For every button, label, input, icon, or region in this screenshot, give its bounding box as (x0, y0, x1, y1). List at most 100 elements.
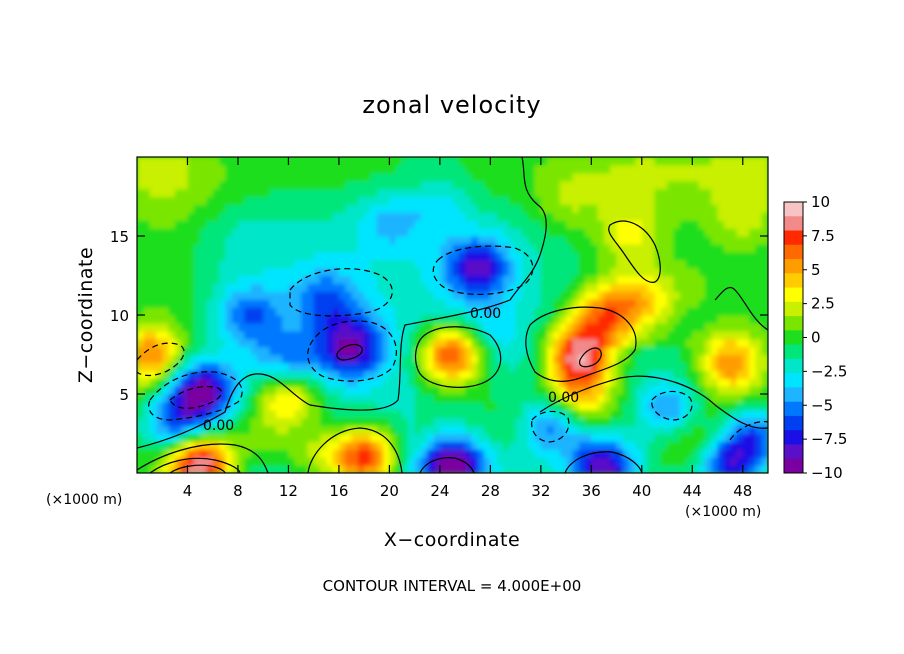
field-cell (313, 275, 321, 284)
field-cell (528, 157, 536, 166)
field-cell (263, 401, 271, 411)
x-tick-label: 44 (683, 482, 702, 500)
field-cell (250, 465, 258, 473)
field-cell (389, 417, 397, 427)
field-cell (679, 330, 687, 340)
field-cell (244, 330, 252, 340)
field-cell (376, 267, 384, 277)
field-cell (496, 236, 504, 245)
field-cell (193, 409, 201, 419)
field-cell (395, 267, 403, 277)
field-cell (698, 188, 706, 198)
field-cell (307, 425, 315, 435)
field-cell (654, 425, 662, 435)
field-cell (294, 291, 302, 300)
field-cell (723, 220, 731, 229)
field-cell (578, 188, 586, 198)
field-cell (692, 251, 700, 261)
field-cell (237, 315, 245, 324)
field-cell (414, 362, 422, 371)
field-cell (307, 212, 315, 221)
field-cell (219, 204, 226, 213)
field-cell (269, 338, 277, 348)
field-cell (256, 409, 264, 419)
field-cell (301, 291, 308, 300)
field-cell (477, 394, 485, 403)
field-cell (654, 457, 662, 466)
field-cell (244, 354, 252, 363)
field-cell (250, 267, 258, 277)
field-cell (168, 465, 176, 473)
field-cell (439, 362, 447, 371)
field-cell (622, 196, 630, 205)
colorbar-swatch (784, 273, 803, 289)
field-cell (155, 338, 163, 348)
field-cell (389, 362, 397, 371)
field-cell (717, 220, 725, 229)
field-cell (326, 236, 334, 245)
field-cell (370, 188, 378, 198)
field-cell (553, 465, 561, 473)
field-cell (692, 378, 700, 387)
field-cell (250, 204, 258, 213)
field-cell (383, 433, 390, 442)
field-cell (458, 196, 466, 205)
field-cell (572, 401, 580, 411)
field-cell (408, 322, 416, 332)
colorbar-tick-label: 10 (811, 193, 830, 211)
field-cell (250, 212, 258, 221)
field-cell (648, 362, 656, 371)
field-cell (237, 425, 245, 435)
field-cell (155, 449, 163, 458)
field-cell (553, 164, 561, 174)
field-cell (667, 291, 674, 300)
field-cell (711, 275, 719, 284)
field-cell (711, 354, 719, 363)
field-cell (420, 196, 428, 205)
field-cell (692, 401, 700, 411)
field-cell (162, 315, 170, 324)
field-cell (414, 180, 422, 190)
field-cell (660, 228, 668, 237)
field-cell (414, 354, 422, 363)
field-cell (490, 196, 498, 205)
field-cell (244, 275, 252, 284)
field-cell (427, 275, 435, 284)
field-cell (452, 433, 460, 442)
field-cell (383, 394, 390, 403)
field-cell (357, 362, 365, 371)
field-cell (376, 220, 384, 229)
field-cell (193, 354, 201, 363)
field-cell (566, 196, 573, 205)
field-cell (742, 291, 750, 300)
field-cell (692, 204, 700, 213)
field-cell (301, 401, 308, 411)
field-cell (736, 275, 744, 284)
field-cell (376, 346, 384, 356)
field-cell (383, 386, 390, 395)
field-cell (654, 465, 662, 473)
field-cell (181, 330, 189, 340)
field-cell (749, 204, 756, 213)
field-cell (667, 433, 674, 442)
colorbar-swatch (784, 358, 803, 374)
field-cell (143, 164, 151, 174)
field-cell (490, 291, 498, 300)
field-cell (755, 267, 763, 277)
field-cell (761, 433, 768, 442)
field-cell (679, 417, 687, 427)
field-cell (597, 291, 605, 300)
field-cell (452, 409, 460, 419)
field-cell (364, 291, 372, 300)
field-cell (282, 330, 290, 340)
field-cell (502, 228, 510, 237)
field-cell (471, 188, 479, 198)
field-cell (654, 433, 662, 442)
field-cell (458, 212, 466, 221)
field-cell (263, 164, 271, 174)
field-cell (338, 196, 346, 205)
field-cell (641, 417, 649, 427)
field-cell (742, 259, 750, 269)
field-cell (357, 386, 365, 395)
field-cell (168, 220, 176, 229)
